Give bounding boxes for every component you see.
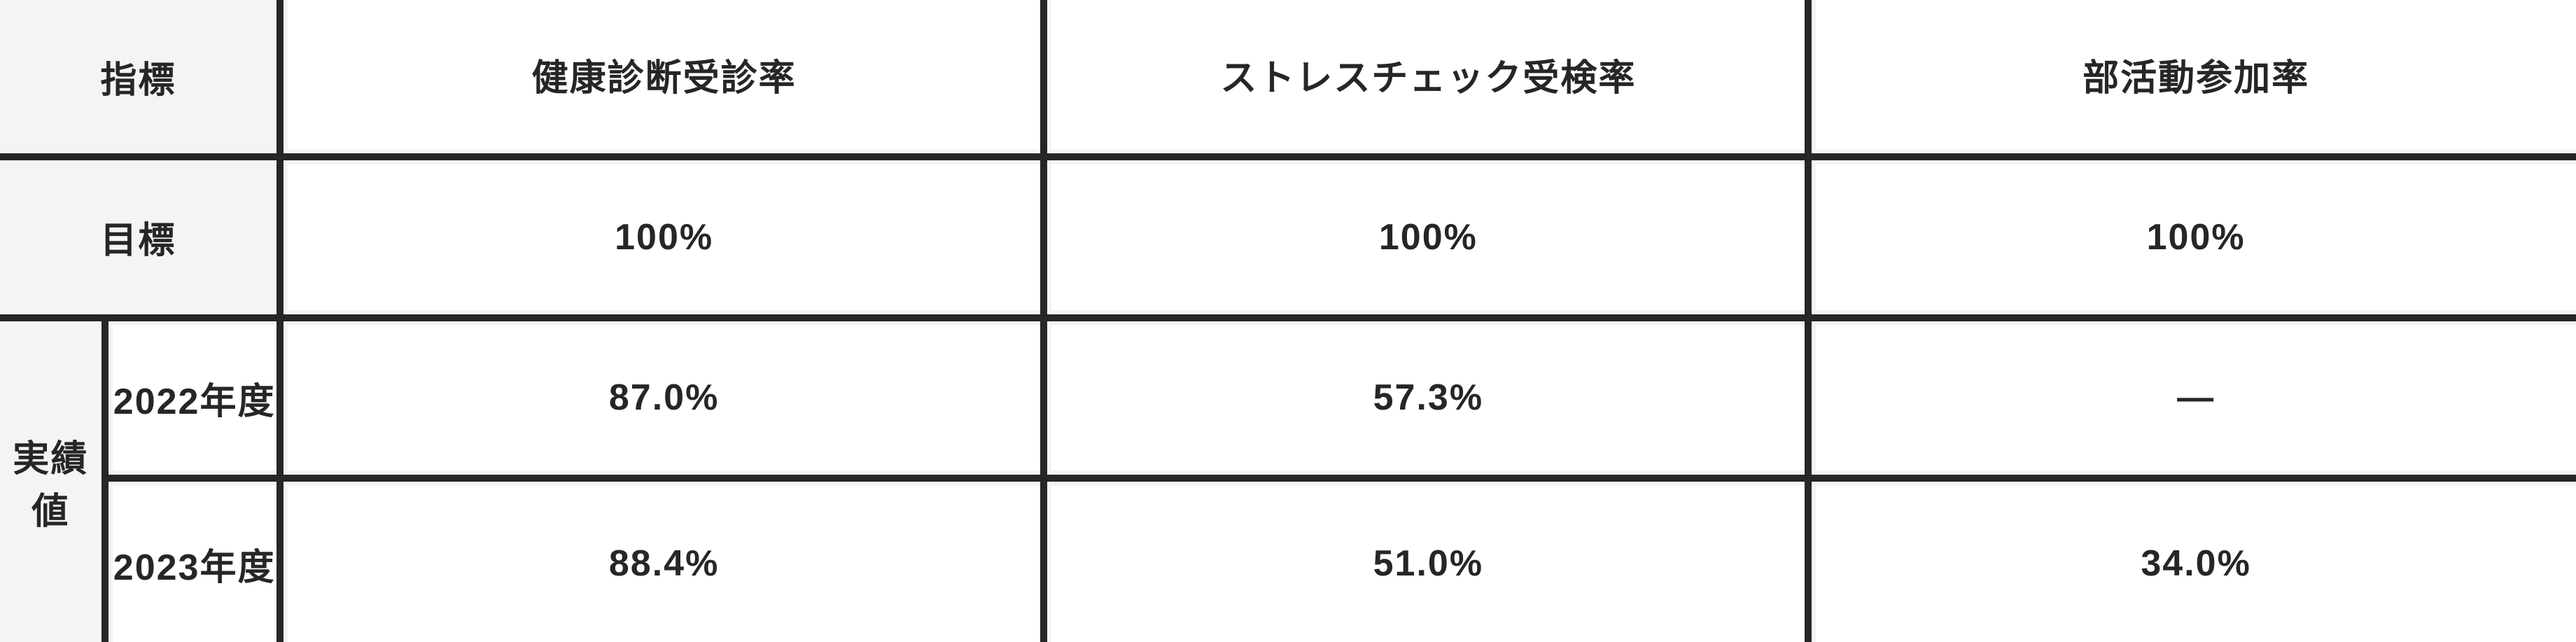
actual-value: ― bbox=[1816, 326, 2576, 470]
header-indicator-label: 指標 bbox=[0, 0, 276, 153]
actual-value: 57.3% bbox=[1051, 326, 1805, 470]
actual-value: 51.0% bbox=[1051, 486, 1805, 642]
table-row: 目標 100% 100% 100% bbox=[0, 160, 2576, 321]
table-row: 指標 健康診断受診率 ストレスチェック受検率 部活動参加率 bbox=[0, 0, 2576, 160]
header-metric: 健康診断受診率 bbox=[288, 0, 1041, 149]
target-value: 100% bbox=[1816, 165, 2576, 309]
year-label: 2023年度 bbox=[113, 486, 276, 642]
header-metric: 部活動参加率 bbox=[1816, 0, 2576, 149]
year-label: 2022年度 bbox=[113, 326, 276, 470]
table-row: 実績値 2022年度 87.0% 57.3% ― bbox=[0, 321, 2576, 482]
actuals-label: 実績値 bbox=[0, 321, 102, 642]
actual-value: 87.0% bbox=[288, 326, 1041, 470]
target-value: 100% bbox=[1051, 165, 1805, 309]
actual-value: 88.4% bbox=[288, 486, 1041, 642]
table-row: 2023年度 88.4% 51.0% 34.0% bbox=[0, 482, 2576, 642]
actual-value: 34.0% bbox=[1816, 486, 2576, 642]
metrics-table: 指標 健康診断受診率 ストレスチェック受検率 部活動参加率 目標 100% 10… bbox=[0, 0, 2576, 642]
table: 指標 健康診断受診率 ストレスチェック受検率 部活動参加率 目標 100% 10… bbox=[0, 0, 2576, 642]
target-value: 100% bbox=[288, 165, 1041, 309]
header-metric: ストレスチェック受検率 bbox=[1051, 0, 1805, 149]
target-label: 目標 bbox=[0, 160, 276, 314]
